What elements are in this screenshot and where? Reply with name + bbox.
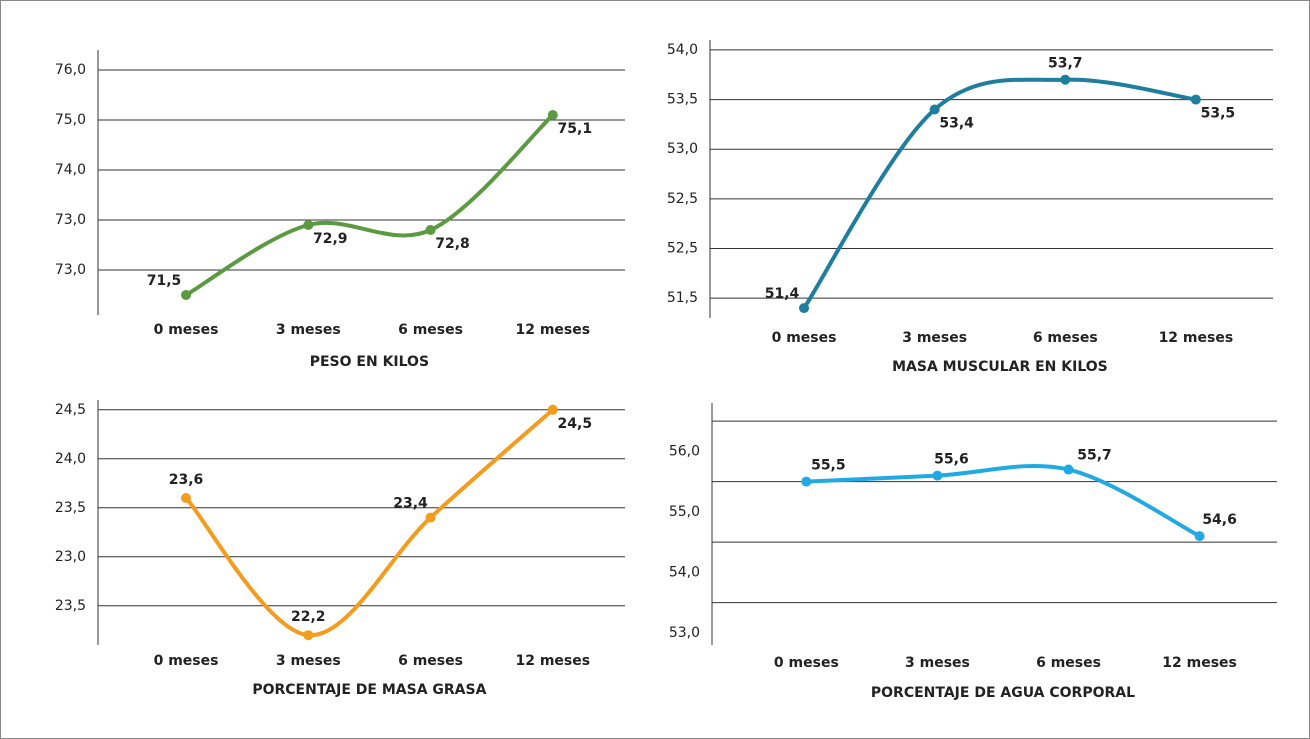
- chart-title: PESO EN KILOS: [310, 354, 429, 370]
- x-tick-label: 3 meses: [905, 655, 970, 671]
- x-tick-label: 6 meses: [398, 322, 463, 338]
- chart-title: PORCENTAJE DE AGUA CORPORAL: [871, 685, 1135, 701]
- point: [929, 104, 940, 115]
- x-tick-label: 0 meses: [154, 322, 219, 338]
- value-label: 24,5: [558, 416, 593, 432]
- y-tick-label: 24,0: [55, 451, 86, 467]
- value-label: 55,5: [811, 458, 846, 474]
- y-tick-label: 53,0: [667, 141, 698, 157]
- point: [801, 476, 812, 487]
- value-label: 54,6: [1202, 512, 1237, 528]
- point: [303, 220, 314, 230]
- value-label: 23,4: [393, 496, 428, 512]
- x-tick-label: 0 meses: [774, 655, 839, 671]
- x-tick-label: 12 meses: [1159, 330, 1234, 346]
- y-tick-label: 24,5: [55, 402, 86, 418]
- point: [425, 225, 436, 235]
- point: [181, 493, 192, 503]
- y-tick-label: 53,5: [667, 92, 698, 108]
- x-tick-label: 12 meses: [515, 653, 590, 669]
- y-tick-label: 23,5: [55, 500, 86, 516]
- value-label: 55,7: [1077, 448, 1112, 464]
- y-tick-label: 73,0: [55, 212, 86, 228]
- point: [932, 470, 943, 481]
- y-tick-label: 55,0: [669, 504, 700, 520]
- y-tick-label: 52,5: [667, 191, 698, 207]
- line: [184, 113, 555, 297]
- y-tick-label: 23,5: [55, 598, 86, 614]
- value-label: 51,4: [765, 286, 800, 302]
- point: [1194, 531, 1205, 542]
- value-label: 23,6: [169, 472, 204, 488]
- y-tick-label: 74,0: [55, 162, 86, 178]
- y-tick-label: 73,0: [55, 262, 86, 278]
- point: [547, 110, 558, 120]
- y-tick-label: 75,0: [55, 112, 86, 128]
- value-label: 72,8: [435, 236, 470, 252]
- value-label: 22,2: [291, 609, 326, 625]
- y-tick-label: 56,0: [669, 443, 700, 459]
- line: [802, 77, 1198, 311]
- x-tick-label: 6 meses: [1033, 330, 1098, 346]
- y-tick-label: 54,0: [669, 564, 700, 580]
- value-label: 53,7: [1048, 56, 1083, 72]
- line: [804, 463, 1202, 539]
- point: [303, 630, 314, 641]
- value-label: 75,1: [558, 121, 593, 137]
- value-label: 53,5: [1201, 106, 1236, 122]
- value-label: 55,6: [934, 452, 969, 468]
- x-tick-label: 6 meses: [398, 653, 463, 669]
- y-tick-label: 76,0: [55, 62, 86, 78]
- point: [1060, 74, 1071, 85]
- value-label: 71,5: [147, 273, 182, 289]
- y-tick-label: 23,0: [55, 549, 86, 565]
- line: [184, 407, 555, 638]
- y-tick-label: 52,5: [667, 241, 698, 257]
- y-tick-label: 51,5: [667, 290, 698, 306]
- chart-title: MASA MUSCULAR EN KILOS: [892, 359, 1108, 375]
- x-tick-label: 0 meses: [772, 330, 837, 346]
- point: [547, 404, 558, 415]
- point: [799, 303, 810, 314]
- x-tick-label: 3 meses: [276, 322, 341, 338]
- x-tick-label: 3 meses: [276, 653, 341, 669]
- point: [1190, 94, 1201, 105]
- point: [425, 512, 436, 523]
- point: [1063, 464, 1074, 475]
- x-tick-label: 0 meses: [154, 653, 219, 669]
- value-label: 72,9: [313, 231, 348, 247]
- chart-title: PORCENTAJE DE MASA GRASA: [252, 682, 486, 698]
- value-label: 53,4: [939, 116, 974, 132]
- y-tick-label: 53,0: [669, 625, 700, 641]
- x-tick-label: 12 meses: [515, 322, 590, 338]
- point: [181, 290, 192, 300]
- x-tick-label: 6 meses: [1036, 655, 1101, 671]
- x-tick-label: 3 meses: [902, 330, 967, 346]
- x-tick-label: 12 meses: [1162, 655, 1237, 671]
- y-tick-label: 54,0: [667, 42, 698, 58]
